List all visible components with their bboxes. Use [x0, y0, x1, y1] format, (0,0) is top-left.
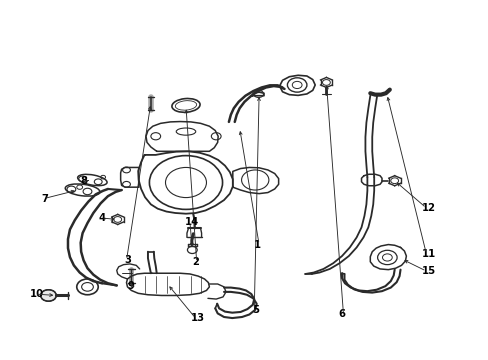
Text: 11: 11	[421, 249, 435, 259]
Text: 4: 4	[99, 213, 106, 223]
Text: 2: 2	[191, 257, 198, 267]
Text: 5: 5	[252, 305, 259, 315]
Text: 7: 7	[41, 194, 48, 204]
Text: 15: 15	[421, 266, 435, 276]
Text: 3: 3	[124, 255, 131, 265]
Text: 10: 10	[30, 289, 44, 299]
Text: 6: 6	[338, 310, 345, 319]
Text: 1: 1	[254, 239, 261, 249]
Circle shape	[41, 290, 56, 301]
Text: 14: 14	[184, 217, 199, 226]
Text: 9: 9	[127, 281, 134, 291]
Text: 12: 12	[421, 203, 435, 213]
Text: 13: 13	[190, 314, 204, 323]
Text: 8: 8	[81, 176, 87, 186]
